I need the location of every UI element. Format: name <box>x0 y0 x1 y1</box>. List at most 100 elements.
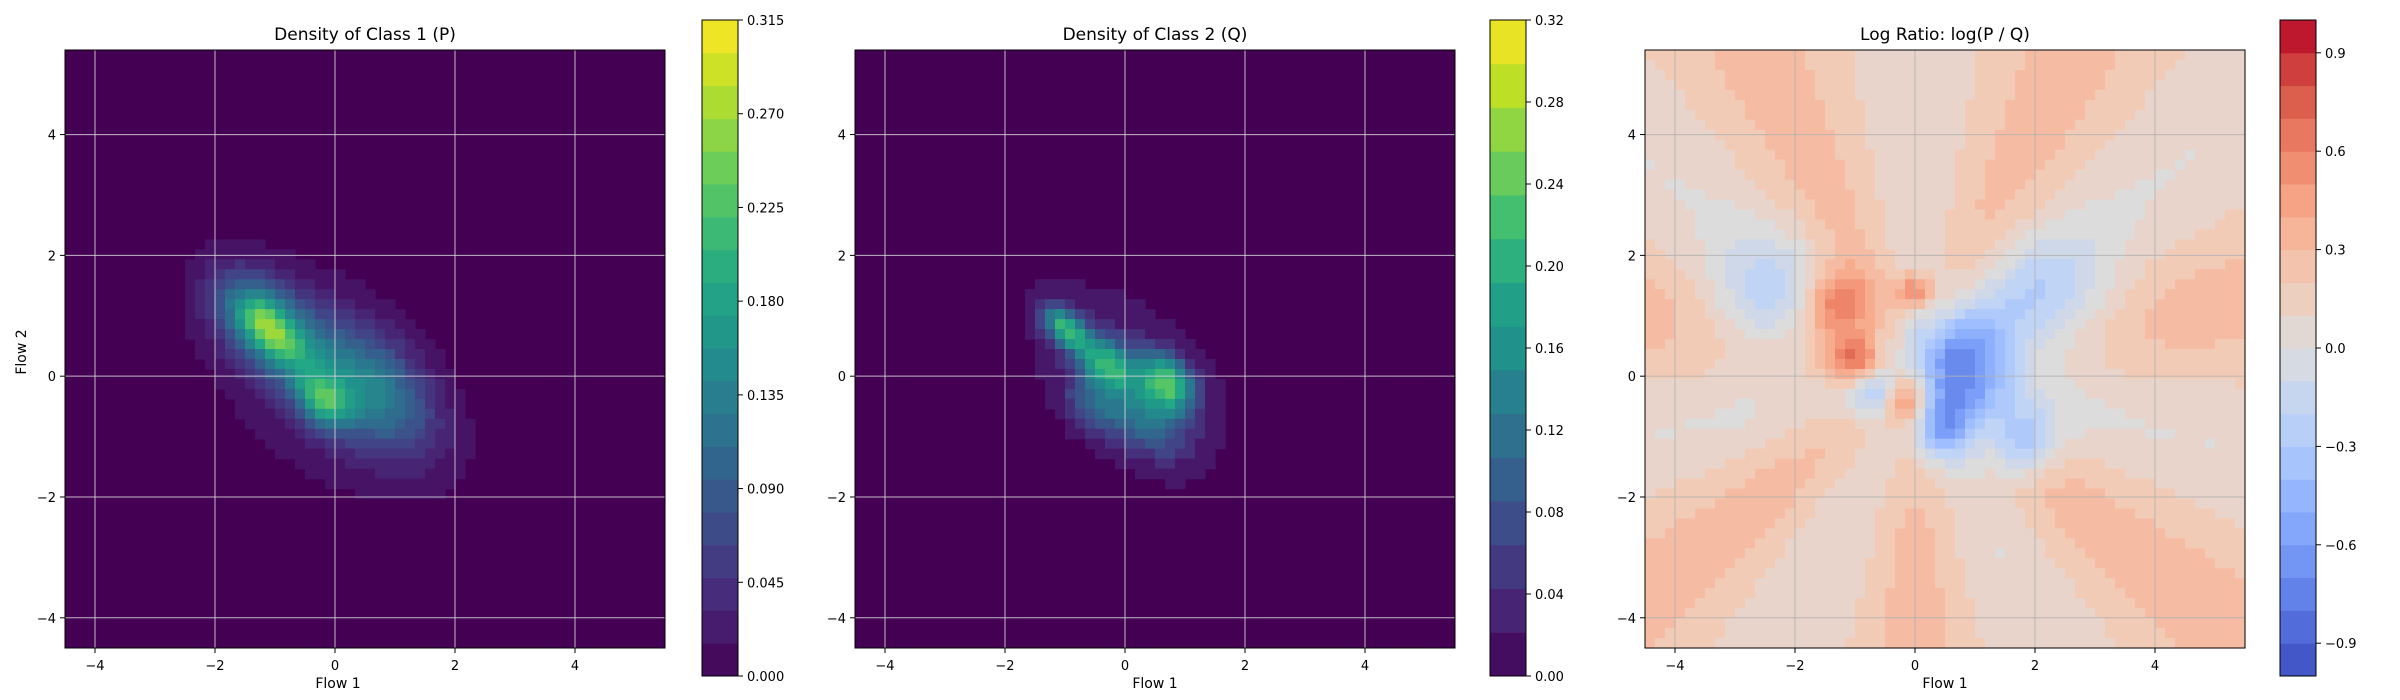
heatmap-cell <box>1685 219 1696 230</box>
heatmap-cell <box>2085 109 2096 121</box>
heatmap-cell <box>2195 408 2206 420</box>
heatmap-cell <box>1875 159 1886 171</box>
heatmap-cell <box>2125 388 2136 400</box>
heatmap-cell <box>1965 568 1976 579</box>
heatmap-cell <box>1965 109 1976 121</box>
heatmap-cell <box>1655 99 1666 111</box>
heatmap-cell <box>1745 189 1756 201</box>
colorbar-band <box>1490 107 1526 152</box>
heatmap-cell <box>1915 59 1926 71</box>
heatmap-cell <box>1955 119 1966 131</box>
heatmap-cell <box>2035 628 2046 639</box>
heatmap-cell <box>315 448 326 460</box>
heatmap-cell <box>2045 368 2056 380</box>
heatmap-cell <box>325 358 336 370</box>
heatmap-cell <box>1675 349 1686 360</box>
heatmap-cell <box>1965 438 1976 450</box>
heatmap-cell <box>1745 598 1756 609</box>
heatmap-cell <box>1915 169 1926 181</box>
heatmap-cell <box>2045 548 2056 559</box>
heatmap-cell <box>2185 378 2196 390</box>
heatmap-cell <box>2115 159 2126 171</box>
heatmap-cell <box>2145 438 2156 450</box>
heatmap-cell <box>435 438 446 450</box>
heatmap-cell <box>385 309 396 320</box>
heatmap-cell <box>275 358 286 370</box>
colorbar-tick-label: 0.270 <box>747 108 784 123</box>
heatmap-cell <box>1985 618 1996 629</box>
heatmap-cell <box>1855 478 1866 490</box>
heatmap-cell <box>1695 289 1706 300</box>
heatmap-cell <box>1855 339 1866 350</box>
heatmap-cell <box>355 418 366 430</box>
heatmap-cell <box>2205 159 2216 171</box>
heatmap-cell <box>1675 368 1686 380</box>
heatmap-cell <box>305 349 316 360</box>
heatmap-cell <box>1685 139 1696 151</box>
heatmap-cell <box>2135 468 2146 480</box>
heatmap-cell <box>1895 269 1906 280</box>
heatmap-cell <box>1715 568 1726 579</box>
heatmap-cell <box>1045 299 1056 310</box>
heatmap-cell <box>1905 478 1916 490</box>
heatmap-cell <box>1935 239 1946 250</box>
heatmap-cell <box>1105 299 1116 310</box>
heatmap-cell <box>1905 488 1916 500</box>
heatmap-cell <box>2055 179 2066 191</box>
heatmap-cell <box>2045 358 2056 370</box>
heatmap-cell <box>2025 219 2036 230</box>
heatmap-cell <box>1865 568 1876 579</box>
heatmap-cell <box>1875 229 1886 240</box>
heatmap-cell <box>2035 209 2046 221</box>
heatmap-cell <box>1185 368 1196 380</box>
heatmap-cell <box>2235 568 2246 579</box>
heatmap-cell <box>1055 358 1066 370</box>
heatmap-cell <box>2055 159 2066 171</box>
heatmap-cell <box>2105 159 2116 171</box>
heatmap-cell <box>1735 358 1746 370</box>
heatmap-cell <box>235 339 246 350</box>
heatmap-cell <box>1755 229 1766 240</box>
heatmap-cell <box>285 368 296 380</box>
heatmap-cell <box>1985 488 1996 500</box>
heatmap-cell <box>1965 448 1976 460</box>
heatmap-cell <box>1845 598 1856 609</box>
heatmap-cell <box>1175 468 1186 480</box>
heatmap-cell <box>1965 378 1976 390</box>
heatmap-cell <box>1685 518 1696 529</box>
heatmap-cell <box>1995 269 2006 280</box>
heatmap-cell <box>2025 259 2036 270</box>
heatmap-cell <box>2015 568 2026 579</box>
heatmap-cell <box>1665 289 1676 300</box>
heatmap-cell <box>1925 538 1936 549</box>
heatmap-cell <box>2095 508 2106 520</box>
heatmap-cell <box>1935 339 1946 350</box>
heatmap-cell <box>1655 309 1666 320</box>
heatmap-cell <box>2195 548 2206 559</box>
heatmap-cell <box>1765 578 1776 589</box>
heatmap-cell <box>1765 219 1776 230</box>
heatmap-cell <box>355 358 366 370</box>
heatmap-cell <box>1825 558 1836 569</box>
heatmap-cell <box>1205 408 1216 420</box>
heatmap-cell <box>1925 528 1936 539</box>
heatmap-cell <box>1935 329 1946 340</box>
heatmap-cell <box>1795 448 1806 460</box>
heatmap-cell <box>2185 628 2196 639</box>
heatmap-cell <box>1815 628 1826 639</box>
heatmap-cell <box>1925 408 1936 420</box>
heatmap-cell <box>1985 319 1996 330</box>
heatmap-cell <box>2145 448 2156 460</box>
heatmap-cell <box>2035 608 2046 619</box>
heatmap-cell <box>205 339 216 350</box>
heatmap-cell <box>1105 448 1116 460</box>
heatmap-cell <box>2045 259 2056 270</box>
heatmap-cell <box>2195 209 2206 221</box>
heatmap-cell <box>1745 608 1756 619</box>
heatmap-cell <box>1905 538 1916 549</box>
heatmap-cell <box>1855 598 1866 609</box>
heatmap-cell <box>1705 498 1716 510</box>
heatmap-cell <box>2035 169 2046 181</box>
colorbar-band <box>702 348 738 382</box>
